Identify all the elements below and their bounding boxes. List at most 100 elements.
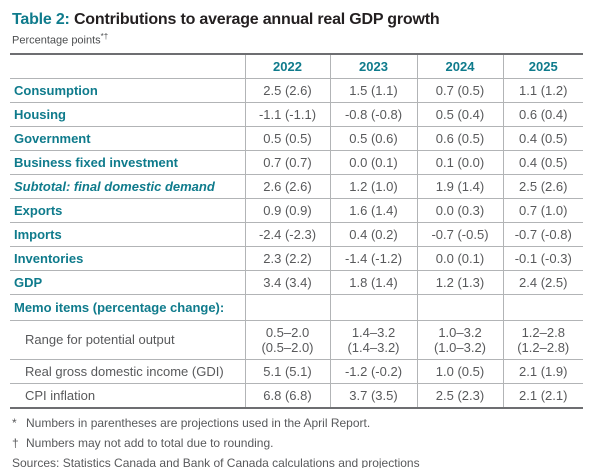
row-label: Inventories bbox=[14, 250, 84, 266]
table-row: Range for potential output 0.5–2.0 (0.5–… bbox=[10, 320, 583, 360]
year-header-2025: 2025 bbox=[502, 53, 583, 79]
table-number: Table 2: bbox=[12, 11, 70, 28]
value-cell: 3.7 (3.5) bbox=[329, 383, 417, 408]
table-row: Business fixed investment 0.7 (0.7) 0.0 … bbox=[10, 150, 583, 175]
row-label: GDP bbox=[14, 274, 43, 290]
value-cell: 6.8 (6.8) bbox=[244, 383, 330, 408]
value-cell bbox=[329, 294, 417, 321]
table-body: Consumption 2.5 (2.6) 1.5 (1.1) 0.7 (0.5… bbox=[10, 78, 583, 408]
row-label: Exports bbox=[14, 202, 63, 218]
row-label: Real gross domestic income (GDI) bbox=[25, 363, 224, 379]
table-row: Real gross domestic income (GDI) 5.1 (5.… bbox=[10, 359, 583, 384]
value-cell: 0.4 (0.5) bbox=[502, 150, 583, 175]
table-row: Government 0.5 (0.5) 0.5 (0.6) 0.6 (0.5)… bbox=[10, 126, 583, 151]
value-cell: 1.4–3.2 (1.4–3.2) bbox=[329, 320, 417, 360]
table-row: Memo items (percentage change): bbox=[10, 294, 583, 321]
value-cell: 1.2 (1.0) bbox=[329, 174, 417, 199]
table-row: Imports -2.4 (-2.3) 0.4 (0.2) -0.7 (-0.5… bbox=[10, 222, 583, 247]
value-cell: 1.0–3.2 (1.0–3.2) bbox=[416, 320, 503, 360]
value-cell: 0.7 (0.5) bbox=[416, 78, 503, 103]
row-label: Government bbox=[14, 130, 91, 146]
row-label: Range for potential output bbox=[25, 332, 175, 348]
table-row: Housing -1.1 (-1.1) -0.8 (-0.8) 0.5 (0.4… bbox=[10, 102, 583, 127]
table-row: GDP 3.4 (3.4) 1.8 (1.4) 1.2 (1.3) 2.4 (2… bbox=[10, 270, 583, 295]
value-cell: 1.2 (1.3) bbox=[416, 270, 503, 295]
value-cell: 0.5 (0.5) bbox=[244, 126, 330, 151]
value-cell: 0.6 (0.5) bbox=[416, 126, 503, 151]
value-cell: -1.4 (-1.2) bbox=[329, 246, 417, 271]
value-cell: 0.5 (0.4) bbox=[416, 102, 503, 127]
row-label: Consumption bbox=[14, 82, 98, 98]
value-cell: 1.0 (0.5) bbox=[416, 359, 503, 384]
value-cell: 1.6 (1.4) bbox=[329, 198, 417, 223]
value-cell: 2.1 (1.9) bbox=[502, 359, 583, 384]
value-cell bbox=[244, 294, 330, 321]
table-header: 2022 2023 2024 2025 bbox=[10, 53, 583, 79]
table-row: Exports 0.9 (0.9) 1.6 (1.4) 0.0 (0.3) 0.… bbox=[10, 198, 583, 223]
subtitle-text: Percentage points bbox=[12, 34, 101, 47]
value-cell: 0.4 (0.5) bbox=[502, 126, 583, 151]
value-cell: 2.4 (2.5) bbox=[502, 270, 583, 295]
value-cell: 3.4 (3.4) bbox=[244, 270, 330, 295]
value-cell: 2.1 (2.1) bbox=[502, 383, 583, 408]
footnote-text: Numbers may not add to total due to roun… bbox=[26, 435, 274, 450]
table-title-text: Contributions to average annual real GDP… bbox=[73, 11, 440, 28]
value-cell bbox=[416, 294, 503, 321]
value-cell: 2.5 (2.6) bbox=[244, 78, 330, 103]
row-label: Housing bbox=[14, 106, 66, 122]
table-row: Consumption 2.5 (2.6) 1.5 (1.1) 0.7 (0.5… bbox=[10, 78, 583, 103]
value-cell: 0.1 (0.0) bbox=[416, 150, 503, 175]
table-subtitle: Percentage points*† bbox=[12, 30, 583, 48]
row-label: Memo items (percentage change): bbox=[14, 299, 225, 315]
year-header-2022: 2022 bbox=[244, 53, 330, 79]
value-cell: -0.7 (-0.5) bbox=[416, 222, 503, 247]
gdp-contributions-table: 2022 2023 2024 2025 Consumption 2.5 (2.6… bbox=[10, 52, 583, 409]
value-cell: 1.1 (1.2) bbox=[502, 78, 583, 103]
value-cell: 5.1 (5.1) bbox=[244, 359, 330, 384]
value-cell: 1.5 (1.1) bbox=[329, 78, 417, 103]
value-cell bbox=[502, 294, 583, 321]
value-cell: 0.5–2.0 (0.5–2.0) bbox=[244, 320, 330, 360]
year-header-2023: 2023 bbox=[329, 53, 417, 79]
value-cell: 1.9 (1.4) bbox=[416, 174, 503, 199]
table-row: Subtotal: final domestic demand 2.6 (2.6… bbox=[10, 174, 583, 199]
table-row: Inventories 2.3 (2.2) -1.4 (-1.2) 0.0 (0… bbox=[10, 246, 583, 271]
footnote-text: Numbers in parentheses are projections u… bbox=[26, 415, 371, 430]
row-label: Business fixed investment bbox=[14, 154, 178, 170]
value-cell: 0.5 (0.6) bbox=[329, 126, 417, 151]
header-row: 2022 2023 2024 2025 bbox=[10, 53, 583, 79]
value-cell: 2.5 (2.6) bbox=[502, 174, 583, 199]
value-cell: 0.0 (0.3) bbox=[416, 198, 503, 223]
value-cell: -2.4 (-2.3) bbox=[244, 222, 330, 247]
value-cell: 1.8 (1.4) bbox=[329, 270, 417, 295]
footnote-april-report: * Numbers in parentheses are projections… bbox=[12, 416, 583, 430]
row-label: Subtotal: final domestic demand bbox=[14, 178, 215, 194]
footnotes: * Numbers in parentheses are projections… bbox=[12, 416, 583, 468]
subtitle-footnote-markers: *† bbox=[100, 32, 109, 41]
footnote-marker-asterisk: * bbox=[12, 415, 17, 430]
value-cell: 0.0 (0.1) bbox=[416, 246, 503, 271]
value-cell: -0.8 (-0.8) bbox=[329, 102, 417, 127]
value-cell: -1.2 (-0.2) bbox=[329, 359, 417, 384]
value-cell: 0.7 (1.0) bbox=[502, 198, 583, 223]
value-cell: 0.4 (0.2) bbox=[329, 222, 417, 247]
value-cell: -0.7 (-0.8) bbox=[502, 222, 583, 247]
sources-line: Sources: Statistics Canada and Bank of C… bbox=[12, 455, 420, 468]
value-cell: 1.2–2.8 (1.2–2.8) bbox=[502, 320, 583, 360]
value-cell: 2.3 (2.2) bbox=[244, 246, 330, 271]
value-cell: 0.6 (0.4) bbox=[502, 102, 583, 127]
year-header-2024: 2024 bbox=[416, 53, 503, 79]
table-row: CPI inflation 6.8 (6.8) 3.7 (3.5) 2.5 (2… bbox=[10, 383, 583, 408]
value-cell: 2.6 (2.6) bbox=[244, 174, 330, 199]
value-cell: 0.9 (0.9) bbox=[244, 198, 330, 223]
row-label: Imports bbox=[14, 226, 62, 242]
value-cell: -0.1 (-0.3) bbox=[502, 246, 583, 271]
value-cell: -1.1 (-1.1) bbox=[244, 102, 330, 127]
footnote-marker-dagger: † bbox=[12, 435, 19, 450]
page-title: Table 2: Contributions to average annual… bbox=[12, 10, 583, 29]
value-cell: 2.5 (2.3) bbox=[416, 383, 503, 408]
row-label: CPI inflation bbox=[25, 387, 96, 403]
label-column-header bbox=[10, 54, 245, 79]
value-cell: 0.7 (0.7) bbox=[244, 150, 330, 175]
